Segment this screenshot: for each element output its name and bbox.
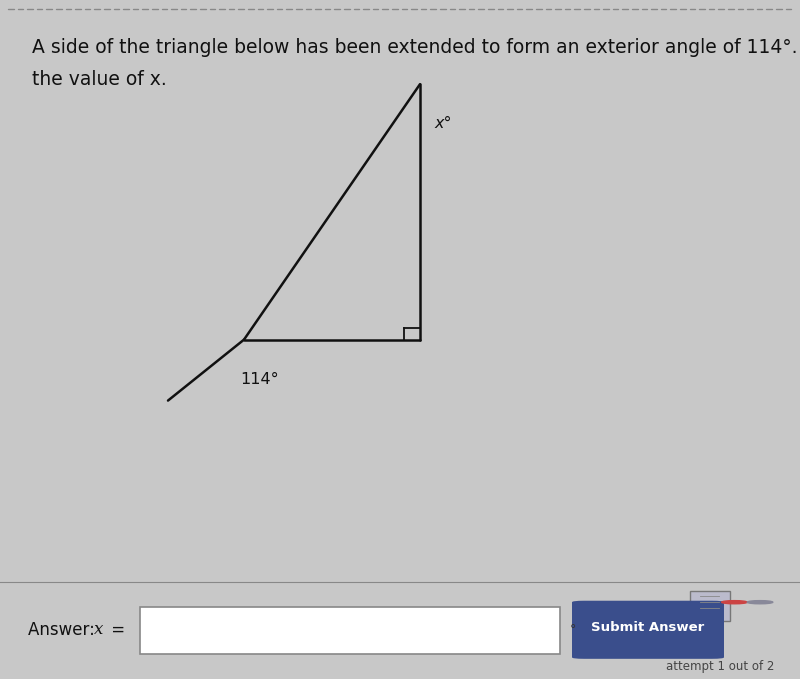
Text: Submit Answer: Submit Answer bbox=[591, 621, 705, 634]
Text: x: x bbox=[94, 621, 104, 638]
Text: x°: x° bbox=[434, 116, 452, 131]
Text: attempt 1 out of 2: attempt 1 out of 2 bbox=[666, 660, 774, 673]
Circle shape bbox=[722, 601, 747, 604]
Circle shape bbox=[747, 601, 773, 604]
Text: =: = bbox=[106, 621, 126, 639]
Text: 114°: 114° bbox=[240, 371, 278, 386]
Text: the value of x.: the value of x. bbox=[32, 70, 166, 89]
Text: °: ° bbox=[570, 623, 576, 636]
FancyBboxPatch shape bbox=[140, 607, 560, 655]
Text: A side of the triangle below has been extended to form an exterior angle of 114°: A side of the triangle below has been ex… bbox=[32, 38, 800, 57]
FancyBboxPatch shape bbox=[572, 601, 724, 659]
Text: Answer:: Answer: bbox=[28, 621, 106, 639]
FancyBboxPatch shape bbox=[690, 591, 730, 621]
